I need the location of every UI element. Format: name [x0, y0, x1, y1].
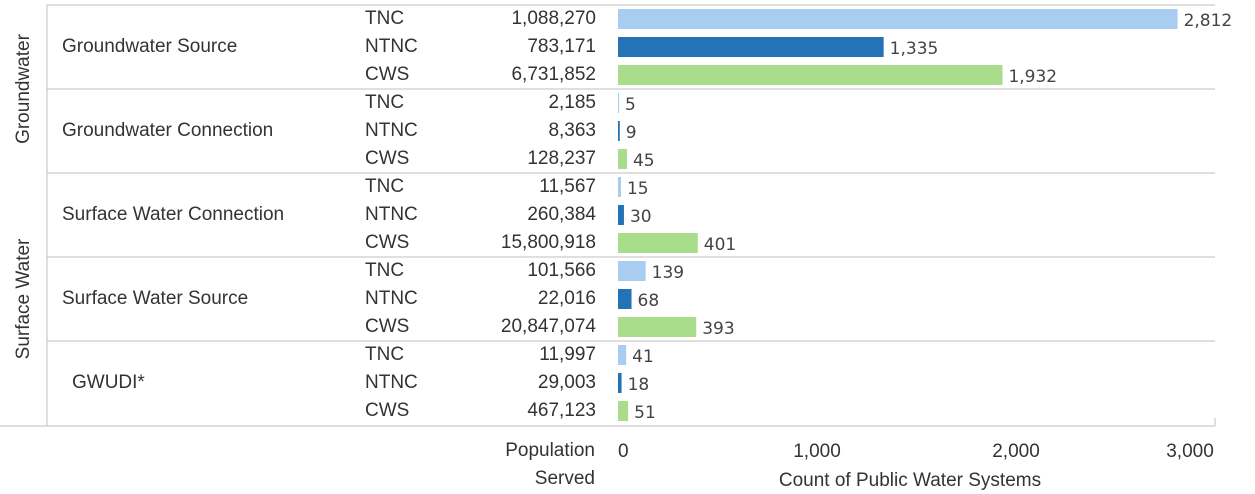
outer-group-label: Surface Water [13, 238, 34, 359]
population-header-box: Population Served [505, 440, 595, 489]
category-label: TNC [365, 344, 404, 365]
population-value: 15,800,918 [501, 232, 596, 253]
value-label: 68 [638, 291, 660, 311]
value-label: 1,335 [890, 39, 939, 59]
x-axis-label: Count of Public Water Systems [779, 470, 1041, 491]
x-tick-label: 1,000 [793, 441, 841, 462]
bar [618, 317, 697, 337]
value-label: 393 [702, 319, 734, 339]
population-value: 783,171 [527, 36, 596, 57]
bar [618, 289, 632, 309]
population-header: Population Served [505, 440, 595, 489]
value-label: 30 [630, 207, 652, 227]
bar [618, 261, 646, 281]
bar [618, 149, 627, 169]
value-label: 9 [626, 123, 637, 143]
value-label: 51 [634, 403, 656, 423]
source-group-label: Groundwater Source [62, 36, 237, 57]
category-label: TNC [365, 176, 404, 197]
bar [618, 345, 627, 365]
category-label: NTNC [365, 372, 418, 393]
value-label: 45 [633, 151, 655, 171]
bar [618, 233, 698, 253]
source-group-label: Surface Water Connection [62, 204, 284, 225]
bar [618, 37, 884, 57]
value-label: 5 [625, 95, 636, 115]
value-label: 2,812 [1184, 11, 1233, 31]
value-label: 139 [652, 263, 684, 283]
category-label: TNC [365, 260, 404, 281]
population-value: 8,363 [548, 120, 596, 141]
bar [618, 205, 624, 225]
category-label: TNC [365, 8, 404, 29]
value-label: 15 [627, 179, 649, 199]
source-group-label: Surface Water Source [62, 288, 248, 309]
population-value: 11,997 [539, 344, 596, 365]
population-value: 128,237 [527, 148, 596, 169]
category-label: TNC [365, 92, 404, 113]
category-label: CWS [365, 232, 409, 253]
outer-group-label: Groundwater [13, 33, 34, 144]
population-value: 2,185 [548, 92, 596, 113]
category-label: NTNC [365, 288, 418, 309]
population-value: 22,016 [538, 288, 596, 309]
population-value: 11,567 [539, 176, 596, 197]
x-tick-label: 0 [618, 441, 629, 462]
population-value: 1,088,270 [511, 8, 596, 29]
source-group-label: Groundwater Connection [62, 120, 273, 141]
bar [618, 93, 619, 113]
x-tick-label: 2,000 [992, 441, 1040, 462]
category-label: NTNC [365, 120, 418, 141]
category-label: NTNC [365, 204, 418, 225]
population-value: 29,003 [538, 372, 596, 393]
bar [618, 177, 621, 197]
category-label: NTNC [365, 36, 418, 57]
population-value: 6,731,852 [511, 64, 596, 85]
bar [618, 121, 620, 141]
bar [618, 373, 622, 393]
population-value: 260,384 [527, 204, 596, 225]
population-value: 20,847,074 [501, 316, 597, 337]
population-value: 467,123 [527, 400, 596, 421]
bar [618, 65, 1003, 85]
bar [618, 401, 629, 421]
value-label: 41 [632, 347, 654, 367]
value-label: 401 [704, 235, 736, 255]
population-value: 101,566 [527, 260, 596, 281]
category-label: CWS [365, 148, 409, 169]
source-group-label: GWUDI* [72, 372, 145, 393]
x-tick-label: 3,000 [1166, 441, 1214, 462]
value-label: 1,932 [1008, 67, 1057, 87]
value-label: 18 [628, 375, 650, 395]
category-label: CWS [365, 400, 409, 421]
bar [618, 9, 1178, 29]
category-label: CWS [365, 316, 409, 337]
category-label: CWS [365, 64, 409, 85]
